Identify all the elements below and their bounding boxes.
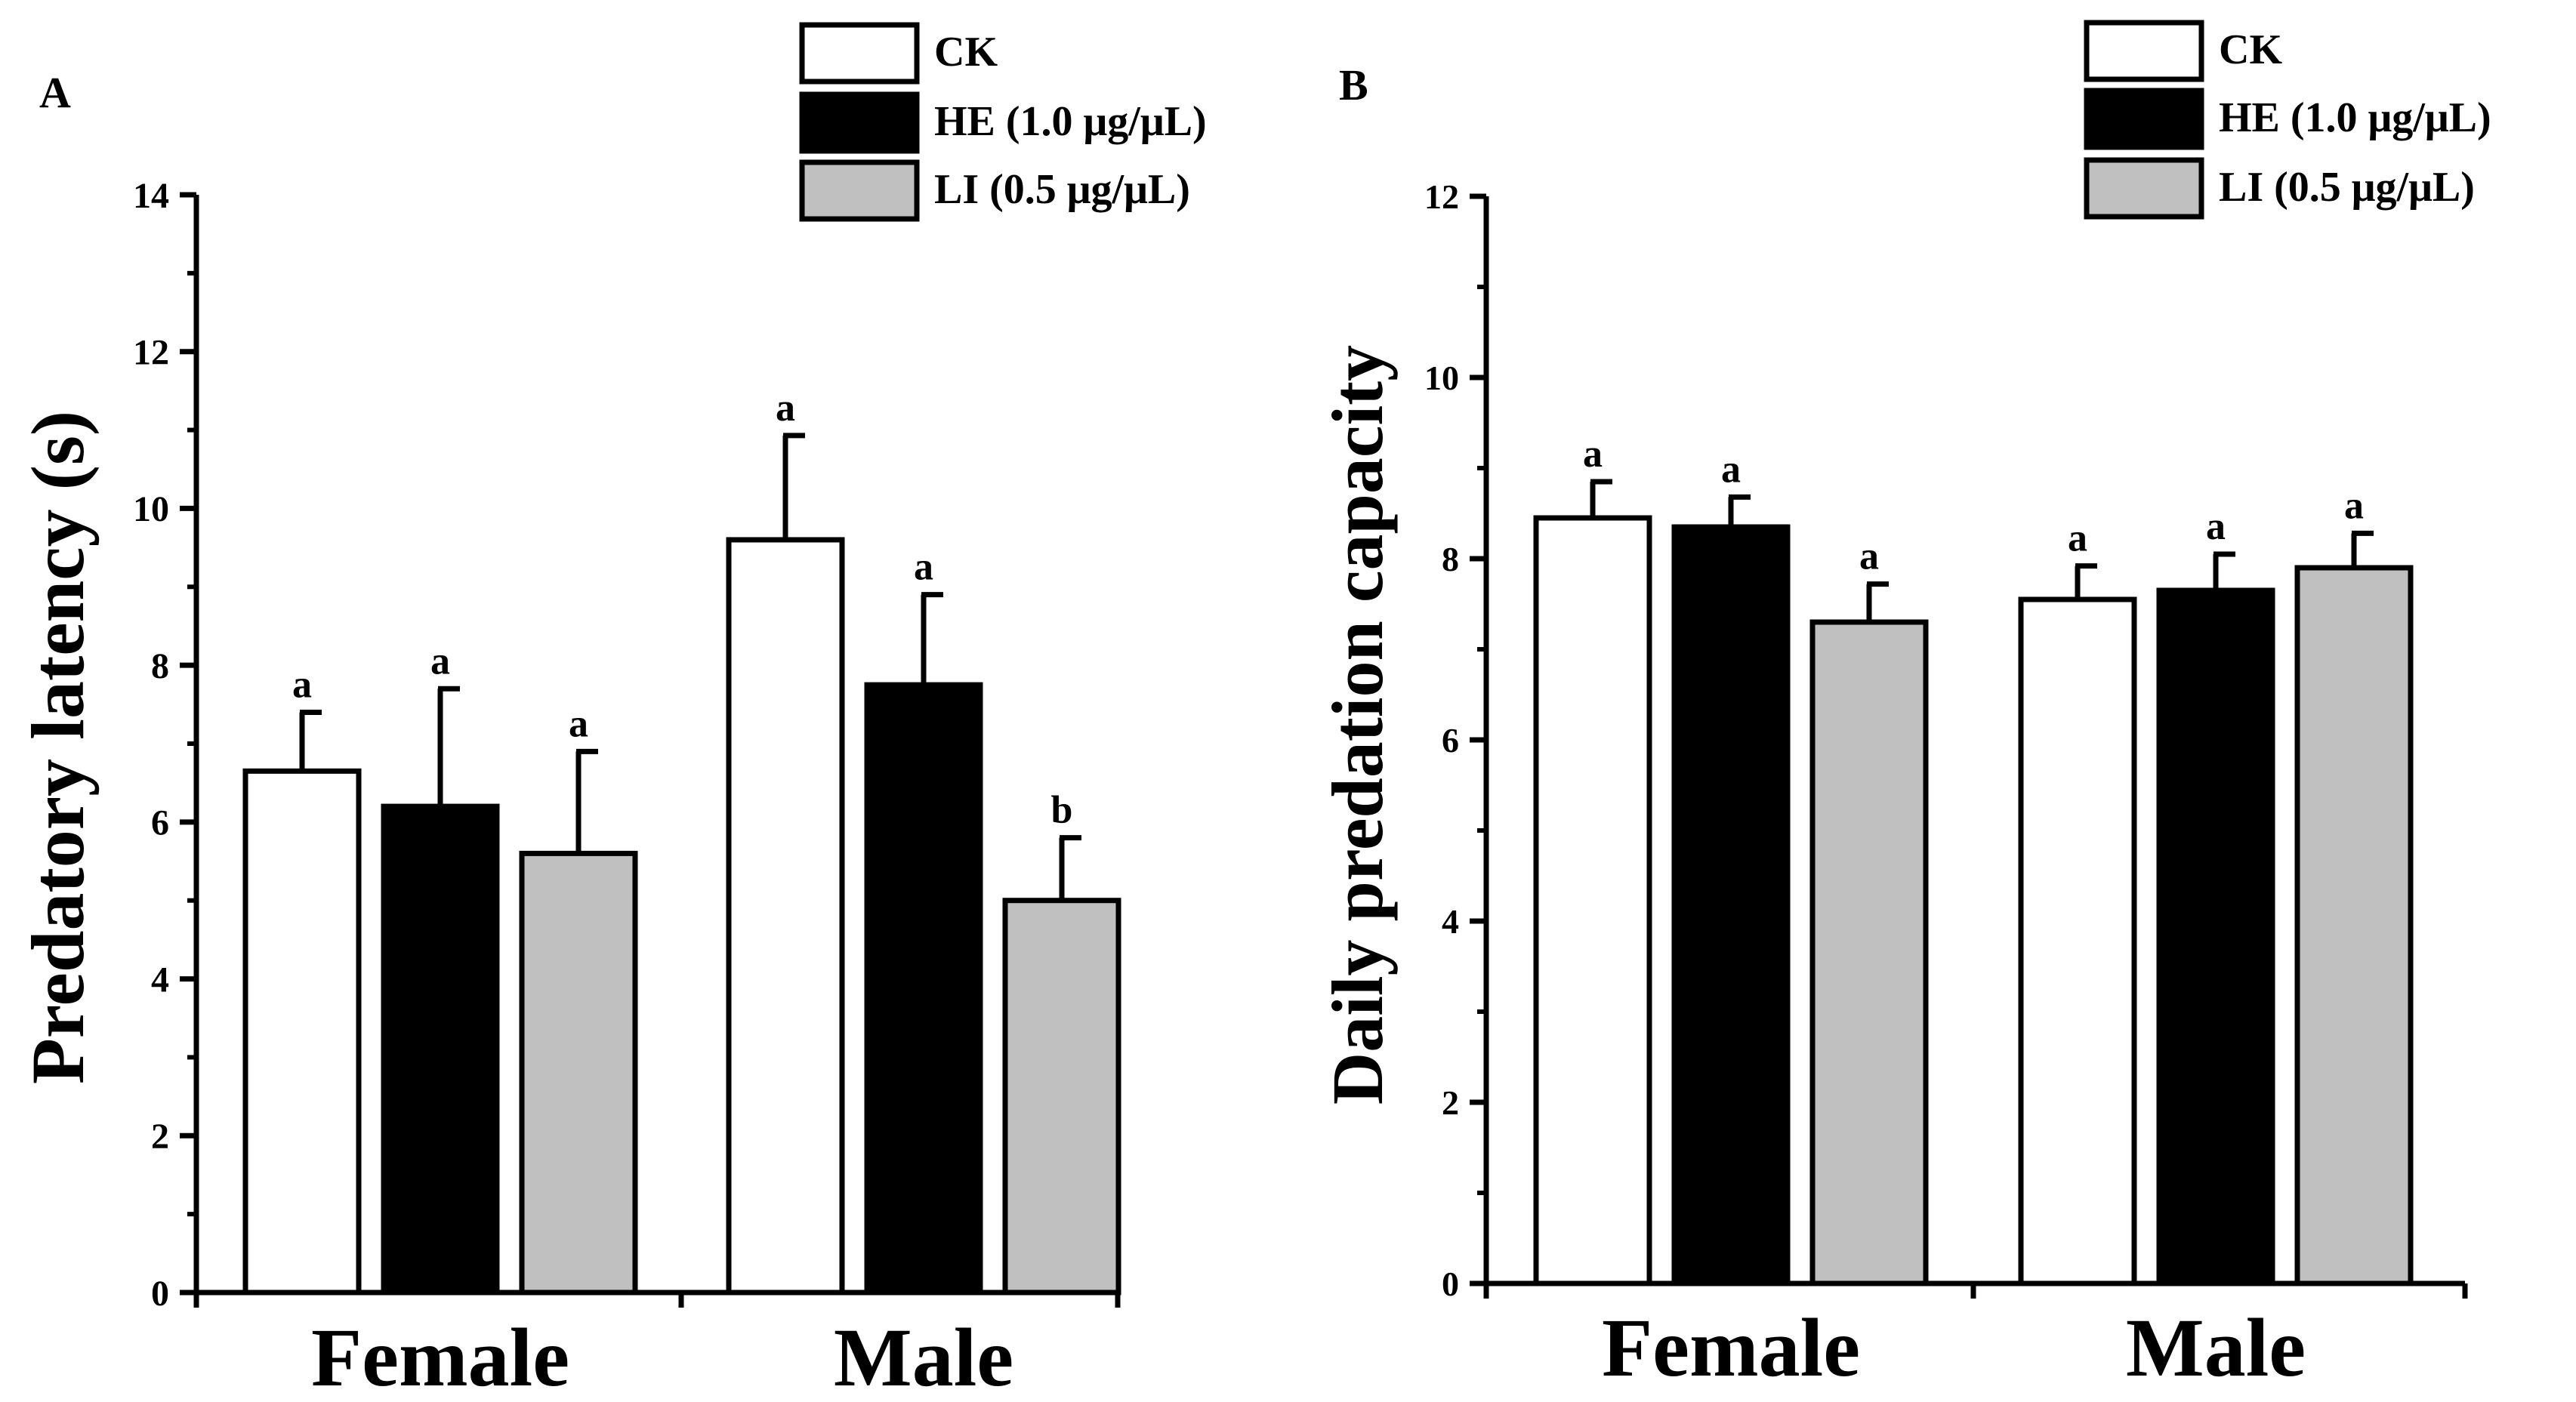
panel-a-legend-swatch-ck — [799, 22, 920, 85]
panel-b-label: B — [1339, 60, 1368, 109]
panel-b-y-tick-label: 2 — [1442, 1083, 1459, 1122]
panel-b-x-category-label: Female — [1602, 1302, 1860, 1394]
panel-a-bar-li — [1002, 898, 1121, 1296]
panel-b-x-category-label: Male — [2126, 1302, 2306, 1394]
panel-b-bar-ck — [1533, 515, 1652, 1286]
panel-b-significance-letter: a — [1721, 448, 1741, 491]
panel-b-y-tick-label: 12 — [1424, 177, 1459, 216]
panel-a-y-ticks: 0 2 4 6 8 10 12 14 — [133, 176, 196, 1314]
panel-a-legend-label-ck: CK — [934, 29, 998, 75]
panel-a-y-tick-label: 2 — [151, 1117, 169, 1157]
panel-a-y-tick-label: 0 — [151, 1274, 169, 1314]
panel-a-significance-letter: a — [914, 546, 933, 589]
panel-b-significance-letter: a — [2344, 484, 2364, 527]
panel-a-legend-label-li: LI (0.5 μg/μL) — [934, 166, 1190, 213]
panel-b-y-tick-label: 10 — [1424, 359, 1459, 397]
panel-b-x-categories: Female Male — [1602, 1302, 2306, 1394]
panel-b-significance-letter: a — [2206, 505, 2226, 548]
panel-b-y-tick-label: 6 — [1442, 721, 1459, 760]
panel-a-significance-letter: a — [292, 663, 312, 706]
panel-a-legend-label-he: HE (1.0 μg/μL) — [934, 98, 1207, 145]
panel-a-legend: CK HE (1.0 μg/μL) LI (0.5 μg/μL) — [799, 22, 1207, 222]
panel-b-bars: a a a a a a — [1533, 433, 2414, 1286]
panel-b-y-ticks: 0 2 4 6 8 10 12 — [1424, 177, 1486, 1303]
panel-b-significance-letter: a — [1859, 535, 1879, 578]
panel-a-y-tick-label: 12 — [133, 333, 169, 373]
panel-a-significance-letter: a — [776, 387, 795, 430]
panel-a-y-axis-label: Predatory latency (s) — [16, 411, 100, 1084]
panel-a-y-tick-label: 8 — [151, 646, 169, 686]
panel-b-bar-li — [2294, 565, 2414, 1286]
panel-a-bars: a a a a a b — [242, 387, 1121, 1296]
panel-b-bar-he — [1671, 524, 1791, 1286]
panel-b-significance-letter: a — [2068, 517, 2087, 560]
panel-a-legend-swatch-li — [799, 159, 920, 222]
panel-b-legend-swatch-li — [2084, 157, 2204, 220]
panel-b-y-tick-label: 8 — [1442, 540, 1459, 578]
panel-a-x-category-label: Female — [311, 1311, 569, 1402]
panel-a-bar-he — [864, 682, 983, 1296]
panel-a-y-tick-label: 14 — [133, 176, 169, 216]
panel-b-y-tick-label: 4 — [1442, 902, 1459, 941]
panel-a-axes — [193, 195, 1121, 1308]
panel-b-significance-letter: a — [1583, 433, 1603, 476]
panel-a-bar-ck — [726, 537, 845, 1296]
panel-b-bar-ck — [2018, 596, 2137, 1286]
panel-b-y-axis-label: Daily predation capacity — [1317, 345, 1398, 1105]
panel-a-label: A — [39, 68, 71, 117]
panel-b-bar-he — [2156, 587, 2275, 1286]
panel-b-legend-swatch-he — [2084, 88, 2204, 150]
panel-a-x-category-label: Male — [834, 1311, 1013, 1402]
panel-b-bar-li — [1809, 619, 1929, 1286]
panel-a-x-categories: Female Male — [311, 1311, 1013, 1402]
panel-b-y-tick-label: 0 — [1442, 1265, 1459, 1303]
panel-a-significance-letter: b — [1051, 789, 1073, 832]
panel-a-bar-li — [519, 850, 638, 1296]
panel-b-legend-swatch-ck — [2084, 20, 2204, 82]
panel-b-legend-label-ck: CK — [2219, 26, 2282, 73]
panel-a-y-tick-label: 6 — [151, 803, 169, 843]
panel-b-legend: CK HE (1.0 μg/μL) LI (0.5 μg/μL) — [2084, 20, 2491, 220]
panel-a-significance-letter: a — [430, 639, 450, 683]
panel-a-legend-swatch-he — [799, 91, 920, 154]
panel-b-axes — [1483, 196, 2468, 1299]
panel-b-legend-label-li: LI (0.5 μg/μL) — [2219, 164, 2475, 211]
panel-a-significance-letter: a — [569, 702, 588, 745]
panel-b-legend-label-he: HE (1.0 μg/μL) — [2219, 94, 2491, 141]
panel-a-bar-he — [381, 803, 500, 1296]
panel-a-y-tick-label: 4 — [151, 960, 169, 1000]
panel-a-y-tick-label: 10 — [133, 489, 169, 529]
panel-a-bar-ck — [242, 768, 362, 1296]
